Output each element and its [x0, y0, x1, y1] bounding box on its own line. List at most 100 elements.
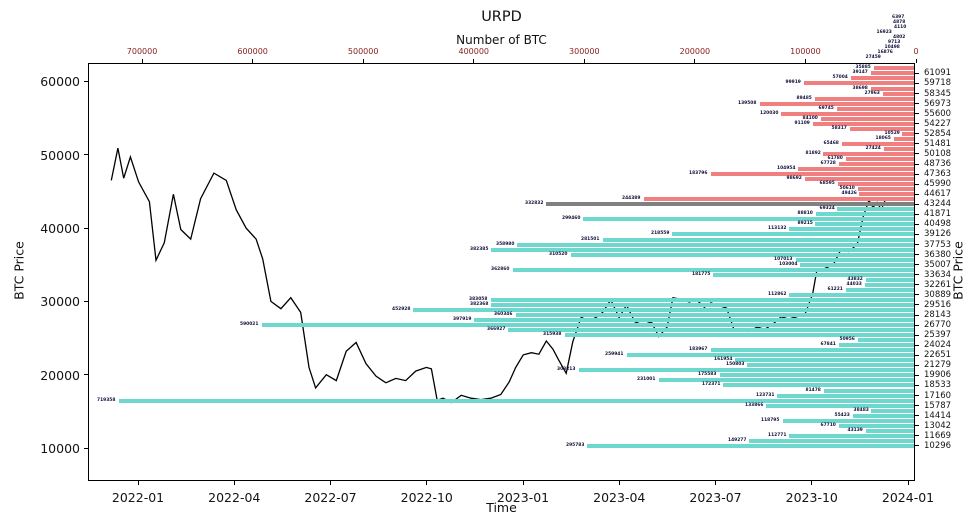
urpd-bar — [582, 217, 914, 222]
right-axis-tick — [915, 153, 919, 155]
left-axis-tick-label: 30000 — [40, 294, 80, 310]
bar-value-label: 49426 — [841, 190, 857, 196]
right-axis-tick-label: 29516 — [924, 299, 952, 310]
right-axis-tick-label: 22651 — [924, 350, 952, 361]
urpd-bar — [845, 156, 914, 161]
left-axis-label: BTC Price — [11, 241, 27, 300]
bar-value-label: 81892 — [805, 150, 821, 156]
bar-value-label: 382385 — [469, 245, 489, 251]
right-axis-tick-label: 47363 — [924, 169, 952, 180]
bar-value-label: 61221 — [828, 286, 844, 292]
left-axis-tick — [84, 154, 88, 156]
urpd-bar — [803, 81, 914, 86]
top-axis-tick-label: 0 — [913, 47, 919, 56]
right-axis-tick — [915, 123, 919, 125]
bar-value-label: 68595 — [819, 180, 836, 186]
right-axis-tick-label: 32261 — [924, 279, 952, 290]
urpd-bar — [546, 202, 914, 207]
left-axis-tick — [84, 227, 88, 229]
urpd-bar — [777, 393, 914, 398]
right-axis-tick-label: 40498 — [924, 219, 952, 230]
bottom-axis-tick-label: 2023-01 — [496, 490, 550, 505]
urpd-bar — [804, 177, 914, 182]
right-axis-tick-label: 55600 — [924, 108, 952, 119]
urpd-bar — [413, 307, 914, 312]
bar-value-label: 149277 — [727, 437, 746, 443]
urpd-bar — [747, 363, 914, 368]
top-axis-tick-label: 200000 — [679, 47, 711, 56]
urpd-bar — [491, 247, 914, 252]
urpd-bar — [788, 227, 914, 232]
bar-value-label: 6397 — [891, 14, 904, 20]
bottom-axis-tick-label: 2022-01 — [111, 490, 165, 505]
bottom-axis-label: Time — [0, 500, 973, 515]
bar-value-label: 27459 — [865, 54, 881, 60]
bottom-axis-tick-label: 2022-07 — [304, 490, 357, 505]
urpd-bar — [849, 126, 914, 131]
urpd-bar — [797, 167, 914, 172]
urpd-bar — [815, 222, 914, 227]
right-axis-tick-label: 10296 — [924, 440, 952, 451]
bottom-axis-tick — [522, 481, 524, 485]
right-axis-tick — [915, 213, 919, 215]
bar-value-label: 104954 — [776, 165, 795, 171]
top-axis-tick-label: 400000 — [458, 47, 490, 56]
bottom-axis-label-text: Time — [486, 500, 517, 515]
bar-value-label: 89215 — [797, 220, 813, 226]
bar-value-label: 172371 — [702, 381, 721, 387]
right-axis-tick — [915, 264, 919, 266]
bar-value-label: 69745 — [818, 104, 834, 110]
bar-value-label: 107013 — [774, 255, 793, 261]
bar-value-label: 38698 — [852, 84, 869, 90]
right-axis-tick — [915, 395, 919, 397]
bar-value-label: 112862 — [767, 291, 787, 297]
urpd-bar — [850, 76, 914, 81]
urpd-bar — [643, 197, 914, 202]
right-axis-tick — [915, 193, 919, 195]
right-axis-tick — [915, 425, 919, 427]
bar-value-label: 43832 — [847, 276, 863, 281]
right-axis-tick-label: 14414 — [924, 410, 952, 421]
bar-value-label: 38483 — [853, 406, 869, 412]
bar-value-label: 303213 — [557, 366, 576, 372]
right-axis-tick-label: 24024 — [924, 340, 952, 351]
bar-value-label: 39147 — [852, 69, 868, 75]
bar-value-label: 4110 — [894, 24, 907, 30]
right-axis-tick-label: 36380 — [924, 249, 952, 260]
urpd-bar — [815, 96, 914, 101]
right-axis-tick — [915, 314, 919, 316]
urpd-bar — [789, 433, 914, 438]
urpd-bar — [902, 131, 914, 136]
bar-value-label: 281501 — [581, 235, 600, 241]
urpd-bar — [866, 428, 914, 433]
urpd-bar — [719, 373, 914, 378]
right-axis-tick-label: 39126 — [924, 229, 952, 240]
urpd-bar — [658, 378, 914, 383]
bar-value-label: 719358 — [97, 396, 116, 402]
right-axis-tick-label: 58345 — [924, 88, 952, 99]
bar-value-label: 61780 — [827, 155, 843, 161]
bar-value-label: 113132 — [767, 225, 786, 231]
top-axis-label-text: Number of BTC — [456, 33, 547, 47]
urpd-bar — [723, 383, 914, 388]
bar-value-label: 4878 — [893, 19, 906, 25]
right-axis-tick-label: 41871 — [924, 209, 952, 220]
right-axis-tick-label: 21279 — [924, 360, 952, 371]
bar-value-label: 139508 — [738, 99, 757, 105]
bar-value-label: 452928 — [391, 306, 411, 312]
chart-title-text: URPD — [481, 9, 522, 25]
urpd-bar — [759, 101, 914, 106]
bar-value-label: 4802 — [893, 34, 906, 40]
right-axis-tick — [915, 374, 919, 376]
bar-value-label: 10529 — [884, 130, 900, 135]
top-axis-tick-label: 500000 — [347, 47, 379, 56]
top-axis-tick — [141, 59, 143, 63]
right-axis-tick-label: 26770 — [924, 320, 952, 331]
urpd-bar — [859, 192, 914, 197]
bar-value-label: 67841 — [820, 341, 836, 347]
urpd-bar — [781, 111, 914, 116]
right-axis-tick — [915, 203, 919, 205]
bottom-axis-tick — [137, 481, 139, 485]
right-axis-tick-label: 61091 — [924, 68, 952, 79]
urpd-bar — [710, 348, 914, 353]
